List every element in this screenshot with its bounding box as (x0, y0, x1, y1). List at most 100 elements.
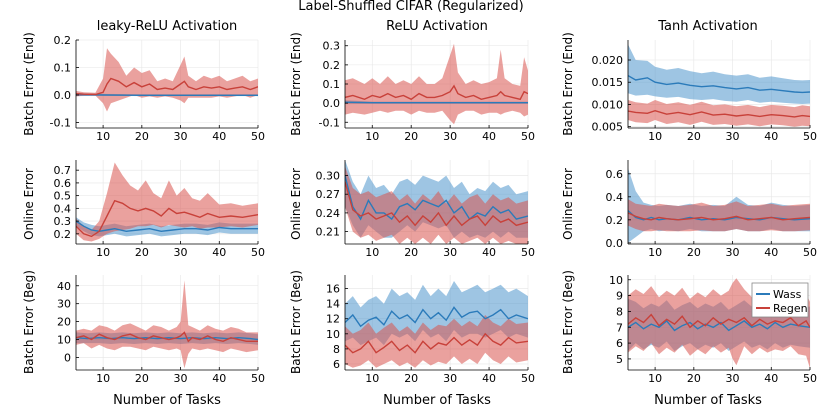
panel-p21: 10 20 30 40 50 6 8 10 12 14 16 (326, 275, 535, 385)
x-tick-label: 50 (251, 130, 265, 143)
plot-area-p01 (345, 43, 528, 125)
y-tick-label: 6 (333, 358, 340, 371)
legend-wass-label: Wass (773, 288, 802, 301)
wass-line-p01 (345, 101, 528, 104)
y-tick-label: 10 (326, 328, 340, 341)
plot-area-p12 (628, 168, 810, 243)
y-tick-label: 12 (326, 313, 340, 326)
y-tick-label: 0.3 (54, 215, 72, 228)
ylabel-r0c1: Batch Error (End) (289, 32, 303, 136)
y-tick-label: -0.1 (50, 117, 71, 130)
ylabel-r2c0: Batch Error (Beg) (22, 270, 36, 374)
y-tick-label: 0.6 (54, 177, 72, 190)
x-tick-label: 30 (174, 246, 188, 259)
panels: 10 20 30 40 50-0.10.00.10.210 20 30 40 50-0.10.0… (50, 34, 817, 385)
y-tick-label: -0.1 (319, 116, 340, 129)
wass-band-p02 (628, 44, 810, 104)
x-tick-label: 10 (365, 372, 379, 385)
y-tick-label: 0.1 (54, 62, 72, 75)
y-tick-label: 0.7 (54, 164, 72, 177)
x-tick-label: 30 (726, 130, 740, 143)
x-tick-label: 20 (687, 246, 701, 259)
y-tick-label: 10 (57, 334, 71, 347)
x-tick-label: 20 (687, 372, 701, 385)
regen-line-p22 (628, 313, 810, 329)
xlabel-col0: Number of Tasks (113, 393, 221, 408)
panel-p20: 10 20 30 40 50 0 10 20 30 40 (57, 275, 265, 385)
x-tick-label: 30 (174, 372, 188, 385)
ylabel-r0c2: Batch Error (End) (561, 32, 575, 136)
column-title-1: ReLU Activation (386, 19, 488, 34)
y-tick-label: 0.27 (316, 188, 341, 201)
y-tick-label: 0.0 (323, 97, 341, 110)
y-tick-label: 7 (616, 321, 623, 334)
y-tick-label: 0.5 (54, 190, 72, 203)
plot-area-p10 (76, 162, 258, 242)
x-tick-label: 10 (96, 372, 110, 385)
panel-p11: 10 20 30 40 50 0.21 0.24 0.27 0.30 (316, 160, 535, 259)
x-tick-label: 10 (648, 372, 662, 385)
legend-regen-label: Regen (773, 302, 808, 315)
y-tick-label: 0.3 (323, 40, 341, 53)
plot-area-p11 (345, 160, 528, 244)
y-tick-label: 8 (333, 343, 340, 356)
x-tick-label: 40 (212, 246, 226, 259)
x-tick-label: 10 (365, 246, 379, 259)
x-tick-label: 50 (521, 130, 535, 143)
ylabel-r2c1: Batch Error (Beg) (289, 270, 303, 374)
panel-p00: 10 20 30 40 50 -0.1 0.0 0.1 0.2 (50, 34, 265, 143)
wass-line-p00 (76, 93, 258, 97)
panel-p02: 10 20 30 40 50 0.005 0.010 0.015 0.020 (592, 40, 817, 143)
x-tick-label: 40 (764, 130, 778, 143)
regen-line-p01 (345, 84, 528, 101)
x-tick-label: 40 (482, 372, 496, 385)
plot-area-p20 (76, 280, 258, 369)
y-tick-label: 0.2 (54, 228, 72, 241)
x-tick-label: 50 (803, 246, 817, 259)
legend-box (751, 282, 809, 318)
legend: Wass Regen (751, 282, 809, 318)
y-tick-label: 0.24 (316, 207, 341, 220)
regen-band-p01 (345, 43, 528, 125)
x-tick-label: 20 (135, 246, 149, 259)
y-tick-label: 0.2 (54, 34, 72, 47)
y-tick-label: 0.005 (592, 121, 624, 134)
x-tick-label: 30 (443, 246, 457, 259)
x-tick-label: 30 (443, 130, 457, 143)
y-tick-label: 0.020 (592, 54, 624, 67)
y-tick-label: 0.21 (316, 226, 341, 239)
x-tick-label: 50 (803, 372, 817, 385)
regen-line-p21 (345, 332, 528, 354)
x-tick-label: 50 (521, 372, 535, 385)
y-tick-label: 0 (64, 351, 71, 364)
regen-line-p12 (628, 212, 810, 221)
regen-line-p11 (345, 181, 528, 227)
regen-band-p02 (628, 100, 810, 127)
xlabel-col2: Number of Tasks (654, 393, 762, 408)
x-tick-label: 30 (443, 372, 457, 385)
y-tick-label: 14 (326, 298, 340, 311)
y-tick-label: 0.2 (606, 214, 624, 227)
x-tick-label: 50 (521, 246, 535, 259)
regen-band-p11 (345, 166, 528, 244)
ylabel-r1c2: Online Error (561, 168, 575, 240)
xlabel-col1: Number of Tasks (383, 393, 491, 408)
regen-line-p02 (628, 109, 810, 118)
y-tick-label: 0.0 (606, 237, 624, 250)
x-tick-label: 30 (174, 130, 188, 143)
x-tick-label: 40 (482, 246, 496, 259)
y-tick-label: 0.30 (316, 170, 341, 183)
x-tick-label: 20 (687, 130, 701, 143)
regen-line-p20 (76, 331, 258, 343)
wass-line-p22 (628, 319, 810, 332)
y-tick-label: 0.010 (592, 98, 624, 111)
ylabel-r2c2: Batch Error (Beg) (561, 270, 575, 374)
x-tick-label: 10 (365, 130, 379, 143)
y-tick-label: 0.6 (606, 168, 624, 181)
panel-p01: 10 20 30 40 50 -0.1 0.0 0.1 0.2 0.3 (319, 40, 535, 143)
y-tick-label: 9 (616, 290, 623, 303)
y-tick-label: 30 (57, 298, 71, 311)
plot-area-p00 (76, 48, 258, 112)
x-tick-label: 20 (404, 130, 418, 143)
